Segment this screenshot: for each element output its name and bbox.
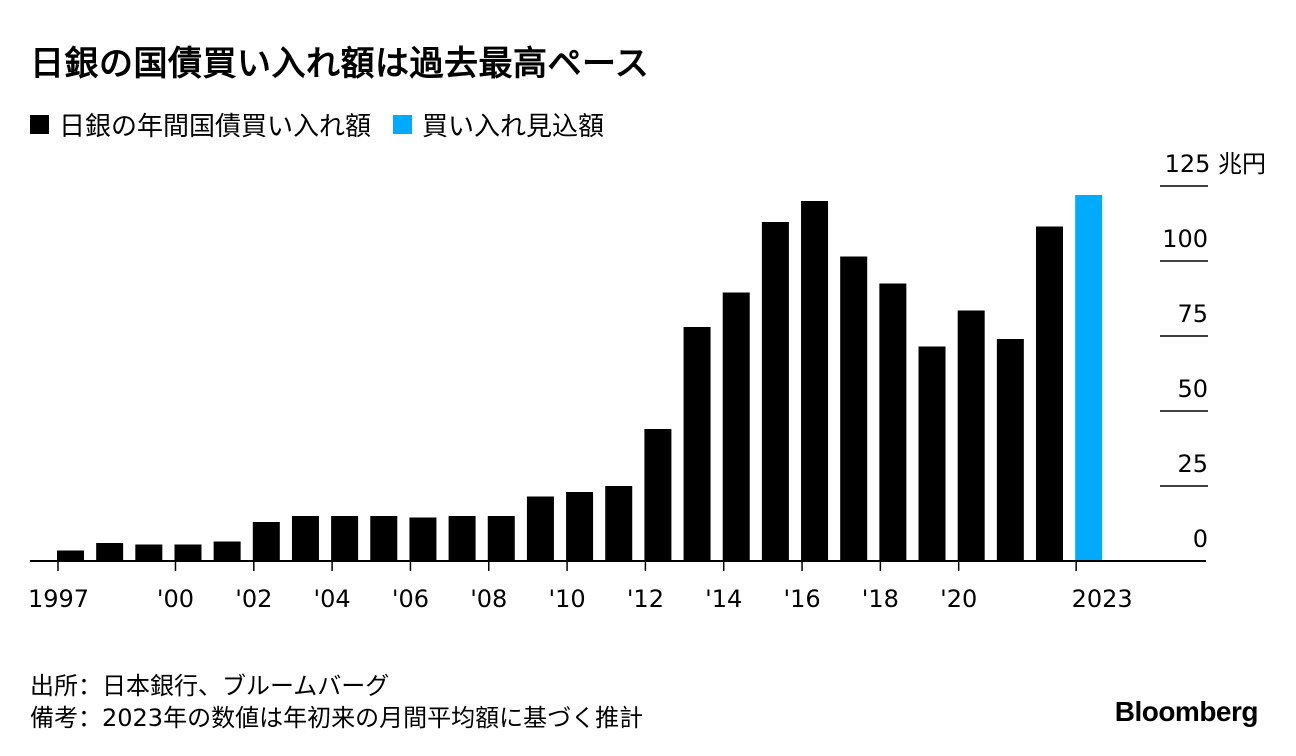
bar-2005 xyxy=(370,516,398,561)
bar-2019 xyxy=(918,346,946,561)
y-tick-label-0: 0 xyxy=(1193,525,1208,553)
x-tick-label-2008: '08 xyxy=(470,585,507,613)
x-tick-label-2020: '20 xyxy=(940,585,977,613)
x-tick-label-2000: '00 xyxy=(157,585,194,613)
x-tick-label-1997: 1997 xyxy=(28,585,89,613)
bar-2009 xyxy=(526,496,554,561)
bar-2006 xyxy=(409,517,437,561)
x-tick-label-2012: '12 xyxy=(627,585,664,613)
x-tick-label-2016: '16 xyxy=(783,585,820,613)
x-tick-label-2018: '18 xyxy=(862,585,899,613)
y-tick-label-75: 75 xyxy=(1177,300,1208,328)
source-note: 出所：日本銀行、ブルームバーグ xyxy=(30,672,390,700)
bar-2017 xyxy=(840,256,868,561)
bar-2001 xyxy=(213,541,241,561)
bar-2012 xyxy=(644,429,672,561)
legend-swatch-annual xyxy=(30,115,49,134)
bar-2011 xyxy=(605,486,633,561)
bar-2022 xyxy=(1036,226,1063,561)
bar-2016 xyxy=(801,201,829,561)
bar-2000 xyxy=(174,544,202,561)
bar-2015 xyxy=(761,222,789,561)
x-tick-label-2014: '14 xyxy=(705,585,742,613)
y-tick-label-25: 25 xyxy=(1177,450,1208,478)
bar-2007 xyxy=(448,516,476,561)
x-tick-label-2010: '10 xyxy=(549,585,586,613)
chart-title: 日銀の国債買い入れ額は過去最高ペース xyxy=(30,44,650,84)
bar-1999 xyxy=(135,544,163,561)
bar-2008 xyxy=(487,516,515,561)
x-tick-label-2006: '06 xyxy=(392,585,429,613)
bar-2004 xyxy=(331,516,359,561)
bar-2010 xyxy=(566,492,594,561)
legend-label-projected: 買い入れ見込額 xyxy=(422,112,605,142)
bar-2023-projected xyxy=(1075,195,1103,561)
legend-swatch-projected xyxy=(393,115,413,134)
estimate-note: 備考：2023年の数値は年初来の月間平均額に基づく推計 xyxy=(30,704,644,732)
legend-item-annual: 日銀の年間国債買い入れ額 xyxy=(30,106,371,143)
bar-2002 xyxy=(252,522,280,561)
legend-label-annual: 日銀の年間国債買い入れ額 xyxy=(59,112,372,142)
x-tick-label-2002: '02 xyxy=(235,585,272,613)
bar-2003 xyxy=(291,516,319,561)
bar-1997 xyxy=(57,550,84,561)
bar-2020 xyxy=(957,310,985,561)
x-tick-label-2004: '04 xyxy=(314,585,351,613)
bar-1998 xyxy=(96,543,124,561)
y-tick-label-100: 100 xyxy=(1162,225,1208,253)
x-tick-label-2023: 2023 xyxy=(1072,585,1133,613)
legend-item-projected: 買い入れ見込額 xyxy=(393,106,604,143)
y-tick-label-50: 50 xyxy=(1177,375,1208,403)
footnotes: 出所：日本銀行、ブルームバーグ 備考：2023年の数値は年初来の月間平均額に基づ… xyxy=(30,670,643,734)
bloomberg-logo: Bloomberg xyxy=(1114,696,1259,727)
bar-2021 xyxy=(996,339,1024,561)
legend: 日銀の年間国債買い入れ額 買い入れ見込額 xyxy=(30,106,626,143)
bar-2014 xyxy=(722,292,750,561)
bar-2018 xyxy=(879,283,907,561)
bar-2013 xyxy=(683,327,711,561)
y-tick-label-125: 125 兆円 xyxy=(1165,150,1266,178)
